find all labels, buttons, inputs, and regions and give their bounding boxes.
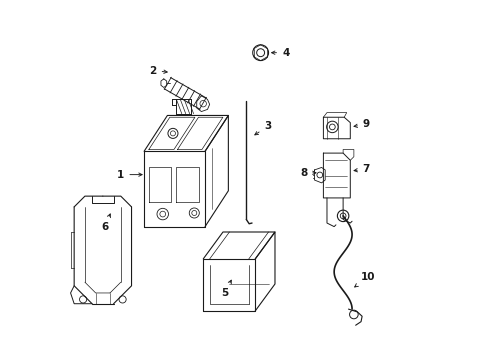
Text: 3: 3 bbox=[254, 121, 271, 135]
Text: 1: 1 bbox=[117, 170, 142, 180]
Text: 6: 6 bbox=[101, 214, 110, 231]
Text: 4: 4 bbox=[271, 48, 289, 58]
Text: 10: 10 bbox=[354, 272, 375, 287]
Text: 8: 8 bbox=[300, 168, 315, 178]
Text: 7: 7 bbox=[353, 164, 369, 174]
Text: 5: 5 bbox=[221, 280, 231, 298]
Text: 2: 2 bbox=[149, 66, 167, 76]
Text: 9: 9 bbox=[353, 120, 369, 129]
